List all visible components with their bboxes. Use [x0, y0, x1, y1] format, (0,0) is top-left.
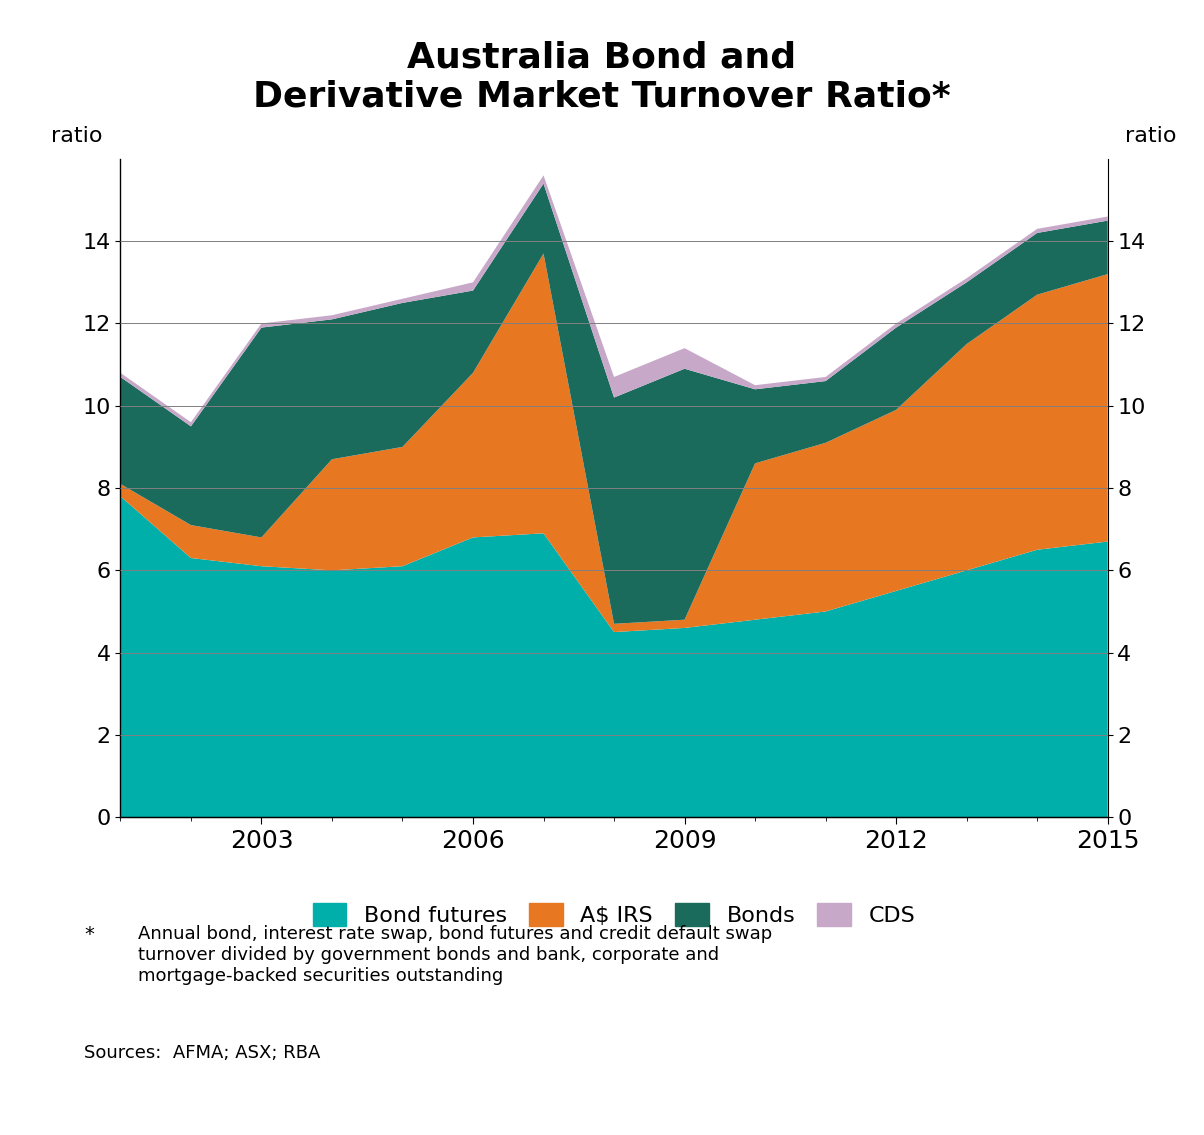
Text: ratio: ratio [1126, 126, 1176, 145]
Text: ratio: ratio [52, 126, 102, 145]
Text: Sources:  AFMA; ASX; RBA: Sources: AFMA; ASX; RBA [84, 1044, 320, 1062]
Text: *: * [84, 925, 94, 944]
Legend: Bond futures, A$ IRS, Bonds, CDS: Bond futures, A$ IRS, Bonds, CDS [303, 894, 925, 935]
Text: Australia Bond and
Derivative Market Turnover Ratio*: Australia Bond and Derivative Market Tur… [253, 40, 951, 114]
Text: Annual bond, interest rate swap, bond futures and credit default swap
turnover d: Annual bond, interest rate swap, bond fu… [138, 925, 773, 985]
